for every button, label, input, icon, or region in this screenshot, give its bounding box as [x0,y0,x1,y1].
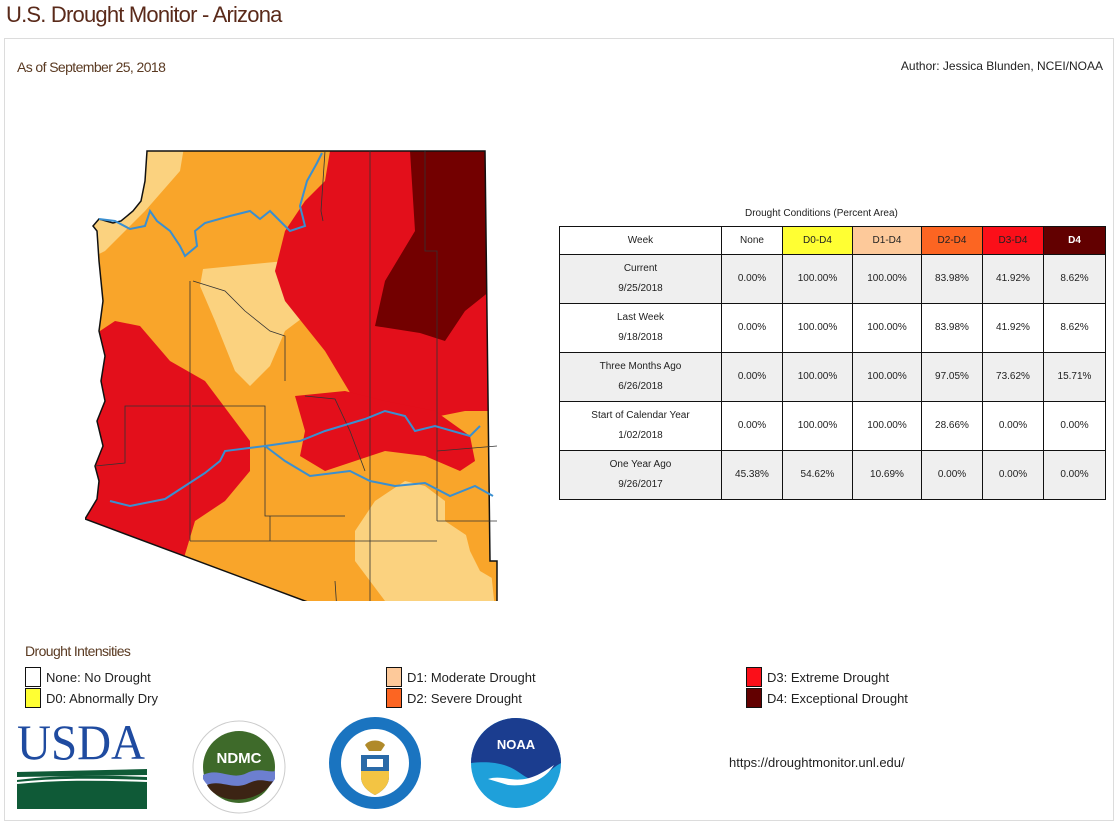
swatch-d4 [746,688,762,708]
cell-none: 0.00% [721,254,783,304]
col-none: None [721,226,783,255]
cell-d4: 8.62% [1043,303,1106,353]
ndmc-logo-icon: NDMC [192,720,286,814]
drought-panel: As of September 25, 2018 Author: Jessica… [4,38,1114,821]
cell-d1-d4: 100.00% [852,352,922,402]
legend-label: D2: Severe Drought [407,690,522,706]
author-credit: Author: Jessica Blunden, NCEI/NOAA [900,59,1103,73]
cell-d4: 8.62% [1043,254,1106,304]
week-date: 6/26/2018 [618,381,663,392]
table-title: Drought Conditions (Percent Area) [745,208,898,219]
cell-d1-d4: 100.00% [852,401,922,451]
swatch-d0 [25,688,41,708]
cell-none: 45.38% [721,450,783,500]
cell-none: 0.00% [721,303,783,353]
cell-d4: 0.00% [1043,450,1106,500]
noaa-logo-icon: NOAA [471,718,561,808]
legend-label: D0: Abnormally Dry [46,690,158,706]
cell-d3-d4: 41.92% [982,303,1044,353]
col-d0-d4: D0-D4 [782,226,853,255]
cell-d3-d4: 0.00% [982,450,1044,500]
cell-d2-d4: 0.00% [921,450,983,500]
col-d2-d4: D2-D4 [921,226,983,255]
cell-d1-d4: 100.00% [852,254,922,304]
cell-d0-d4: 100.00% [782,303,853,353]
page-title: U.S. Drought Monitor - Arizona [6,2,282,27]
table-row: Last Week 9/18/2018 0.00% 100.00% 100.00%… [559,303,1106,353]
legend-title: Drought Intensities [25,643,131,659]
swatch-d2 [386,688,402,708]
drought-conditions-table: Week None D0-D4 D1-D4 D2-D4 D3-D4 D4 Cur… [559,226,1106,500]
week-date: 9/26/2017 [618,479,663,490]
cell-d1-d4: 100.00% [852,303,922,353]
as-of-date: As of September 25, 2018 [17,59,166,75]
svg-text:NDMC: NDMC [217,750,262,767]
cell-d3-d4: 0.00% [982,401,1044,451]
col-d1-d4: D1-D4 [852,226,922,255]
week-date: 9/25/2018 [618,283,663,294]
week-label: One Year Ago [609,459,672,470]
swatch-d3 [746,667,762,687]
svg-text:USDA: USDA [17,717,145,770]
cell-d2-d4: 83.98% [921,254,983,304]
county-borders [94,150,498,601]
legend-item-d1: D1: Moderate Drought [386,667,536,687]
cell-none: 0.00% [721,401,783,451]
week-cell: Start of Calendar Year 1/02/2018 [559,401,722,451]
cell-d0-d4: 100.00% [782,401,853,451]
swatch-none [25,667,41,687]
week-date: 1/02/2018 [618,430,663,441]
drought-monitor-link[interactable]: https://droughtmonitor.unl.edu/ [729,755,905,770]
week-cell: Three Months Ago 6/26/2018 [559,352,722,402]
legend-label: D1: Moderate Drought [407,669,536,685]
col-d4: D4 [1043,226,1106,255]
commerce-seal-icon [329,717,421,809]
cell-d2-d4: 28.66% [921,401,983,451]
col-d3-d4: D3-D4 [982,226,1044,255]
swatch-d1 [386,667,402,687]
cell-d3-d4: 73.62% [982,352,1044,402]
table-row: Three Months Ago 6/26/2018 0.00% 100.00% … [559,352,1106,402]
week-label: Last Week [616,312,665,323]
week-label: Three Months Ago [599,361,682,372]
table-row: Current 9/25/2018 0.00% 100.00% 100.00% 8… [559,254,1106,304]
legend-label: D3: Extreme Drought [767,669,890,685]
cell-d4: 15.71% [1043,352,1106,402]
week-cell: One Year Ago 9/26/2017 [559,450,722,500]
usda-logo-icon: USDA [16,717,148,809]
cell-d0-d4: 100.00% [782,352,853,402]
week-date: 9/18/2018 [618,332,663,343]
table-row: One Year Ago 9/26/2017 45.38% 54.62% 10.6… [559,450,1106,500]
week-cell: Last Week 9/18/2018 [559,303,722,353]
week-cell: Current 9/25/2018 [559,254,722,304]
cell-d0-d4: 54.62% [782,450,853,500]
legend-item-d4: D4: Exceptional Drought [746,688,908,708]
legend-label: None: No Drought [46,669,151,685]
week-label: Current [623,263,658,274]
legend-item-d2: D2: Severe Drought [386,688,522,708]
cell-d4: 0.00% [1043,401,1106,451]
cell-none: 0.00% [721,352,783,402]
cell-d2-d4: 83.98% [921,303,983,353]
legend-item-d3: D3: Extreme Drought [746,667,889,687]
cell-d2-d4: 97.05% [921,352,983,402]
cell-d1-d4: 10.69% [852,450,922,500]
table-row: Start of Calendar Year 1/02/2018 0.00% 10… [559,401,1106,451]
rivers [98,152,494,508]
legend-item-d0: D0: Abnormally Dry [25,688,158,708]
col-week: Week [559,226,722,255]
week-label: Start of Calendar Year [591,410,690,421]
svg-text:NOAA: NOAA [497,737,536,752]
arizona-drought-map [85,150,498,601]
cell-d3-d4: 41.92% [982,254,1044,304]
cell-d0-d4: 100.00% [782,254,853,304]
table-header-row: Week None D0-D4 D1-D4 D2-D4 D3-D4 D4 [559,226,1106,255]
legend-item-none: None: No Drought [25,667,151,687]
legend-label: D4: Exceptional Drought [767,690,908,706]
